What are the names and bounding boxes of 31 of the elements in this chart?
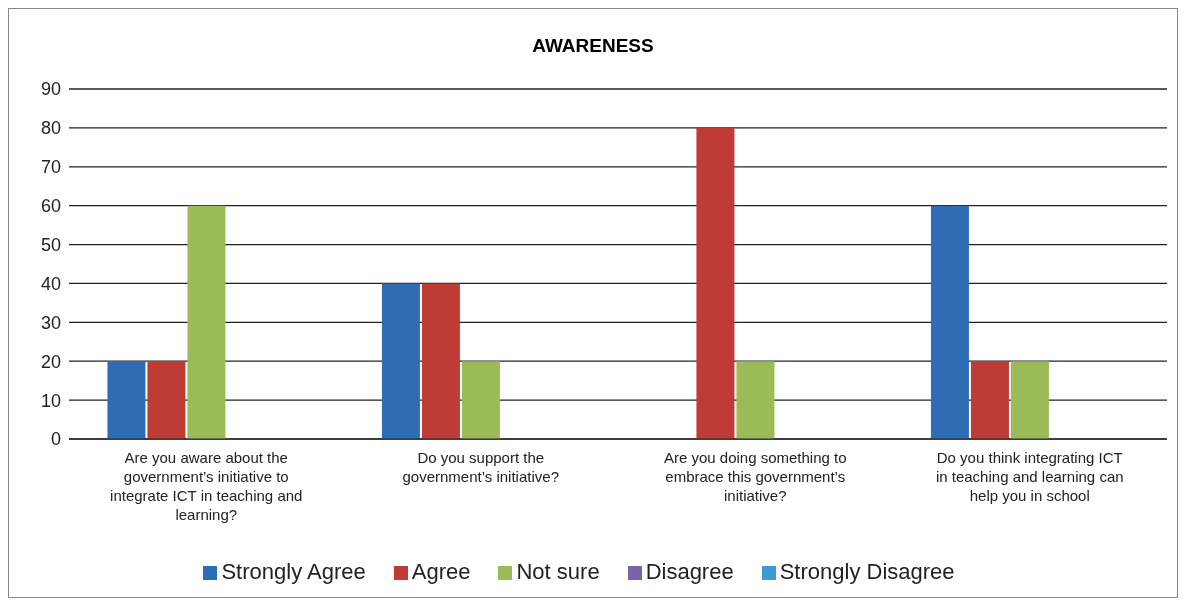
bar (187, 205, 226, 439)
legend-label: Disagree (645, 559, 734, 584)
y-tick-label: 20 (40, 351, 61, 372)
bar (736, 361, 775, 439)
bar (381, 283, 420, 439)
legend-label: Not sure (516, 559, 600, 584)
bar (696, 127, 735, 439)
y-tick-label: 40 (40, 273, 61, 294)
legend-label: Agree (411, 559, 471, 584)
y-tick-label: 80 (40, 118, 61, 139)
bar (461, 361, 500, 439)
y-tick-label: 70 (40, 157, 61, 178)
chart-title: AWARENESS (531, 34, 655, 58)
x-tick-label: Do you support the government’s initiative? (402, 449, 559, 485)
bar (421, 283, 460, 439)
y-tick-label: 10 (40, 390, 61, 411)
y-tick-label: 0 (50, 429, 61, 450)
x-tick-label: Are you doing something to embrace this government’s initiative? (663, 449, 847, 504)
x-tick-label: Are you aware about the government’s initiative to integrate ICT in teaching and learning? (110, 449, 303, 523)
y-tick-label: 30 (40, 312, 61, 333)
bar (147, 361, 186, 439)
bar (107, 361, 146, 439)
x-tick-label: Do you think integrating ICT in teaching and learning can help you in school (935, 449, 1124, 504)
bar (970, 361, 1009, 439)
y-tick-label: 60 (40, 196, 61, 217)
bar (930, 205, 969, 439)
bar (1010, 361, 1049, 439)
y-tick-label: 50 (40, 234, 61, 255)
legend-label: Strongly Agree (221, 559, 366, 584)
y-tick-label: 90 (40, 79, 61, 100)
legend-label: Strongly Disagree (779, 559, 955, 584)
